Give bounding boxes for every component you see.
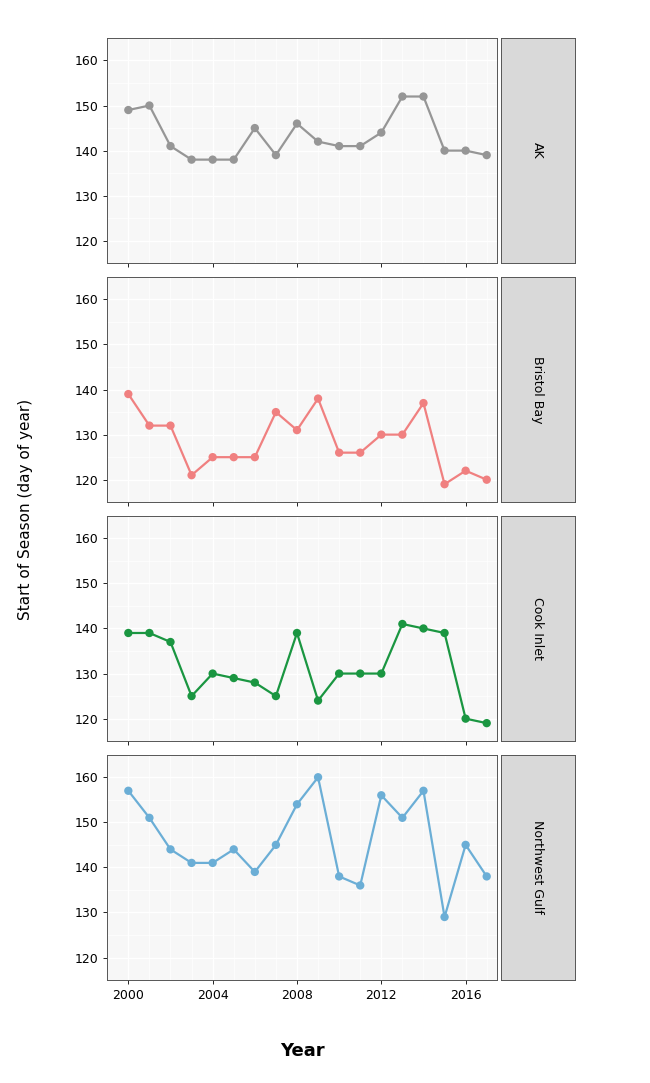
Point	[376, 123, 387, 141]
Point	[207, 665, 218, 682]
Text: Cook Inlet: Cook Inlet	[532, 597, 545, 660]
Point	[355, 138, 365, 155]
Point	[334, 867, 345, 885]
Point	[482, 867, 492, 885]
Point	[229, 669, 239, 687]
Point	[165, 138, 176, 155]
Point	[460, 142, 471, 159]
Point	[270, 146, 281, 164]
Point	[207, 448, 218, 466]
Text: AK: AK	[532, 142, 545, 159]
Point	[376, 426, 387, 443]
Point	[355, 665, 365, 682]
Point	[123, 386, 133, 403]
Point	[482, 146, 492, 164]
Point	[165, 840, 176, 858]
Point	[334, 138, 345, 155]
Point	[439, 475, 450, 493]
Point	[187, 688, 197, 705]
Text: Bristol Bay: Bristol Bay	[532, 356, 545, 423]
Point	[334, 444, 345, 461]
Point	[270, 404, 281, 421]
Point	[460, 462, 471, 480]
Text: Year: Year	[280, 1042, 324, 1059]
Point	[165, 417, 176, 434]
Point	[250, 863, 260, 880]
Point	[229, 151, 239, 168]
Point	[292, 115, 302, 132]
Point	[313, 133, 323, 151]
Point	[355, 444, 365, 461]
Point	[292, 421, 302, 439]
Point	[123, 782, 133, 799]
Point	[187, 854, 197, 872]
Point	[207, 854, 218, 872]
Point	[439, 909, 450, 926]
Point	[270, 688, 281, 705]
Point	[187, 151, 197, 168]
Point	[207, 151, 218, 168]
Point	[397, 809, 408, 826]
Point	[376, 665, 387, 682]
Text: Start of Season (day of year): Start of Season (day of year)	[18, 399, 34, 619]
Point	[482, 715, 492, 732]
Point	[397, 88, 408, 105]
Point	[165, 634, 176, 651]
Point	[313, 390, 323, 407]
Point	[355, 877, 365, 895]
Point	[292, 624, 302, 641]
Point	[439, 142, 450, 159]
Point	[376, 786, 387, 804]
Point	[482, 471, 492, 488]
Point	[144, 624, 155, 641]
Point	[334, 665, 345, 682]
Point	[439, 624, 450, 641]
Point	[144, 96, 155, 114]
Point	[313, 692, 323, 709]
Point	[229, 448, 239, 466]
Point	[250, 674, 260, 691]
Point	[229, 840, 239, 858]
Point	[313, 769, 323, 786]
Point	[397, 615, 408, 632]
Point	[187, 467, 197, 484]
Point	[144, 809, 155, 826]
Point	[418, 394, 428, 412]
Point	[270, 836, 281, 853]
Text: Northwest Gulf: Northwest Gulf	[532, 821, 545, 914]
Point	[418, 619, 428, 637]
Point	[123, 102, 133, 119]
Point	[418, 782, 428, 799]
Point	[418, 88, 428, 105]
Point	[292, 796, 302, 813]
Point	[460, 710, 471, 728]
Point	[460, 836, 471, 853]
Point	[123, 624, 133, 641]
Point	[397, 426, 408, 443]
Point	[250, 119, 260, 136]
Point	[144, 417, 155, 434]
Point	[250, 448, 260, 466]
